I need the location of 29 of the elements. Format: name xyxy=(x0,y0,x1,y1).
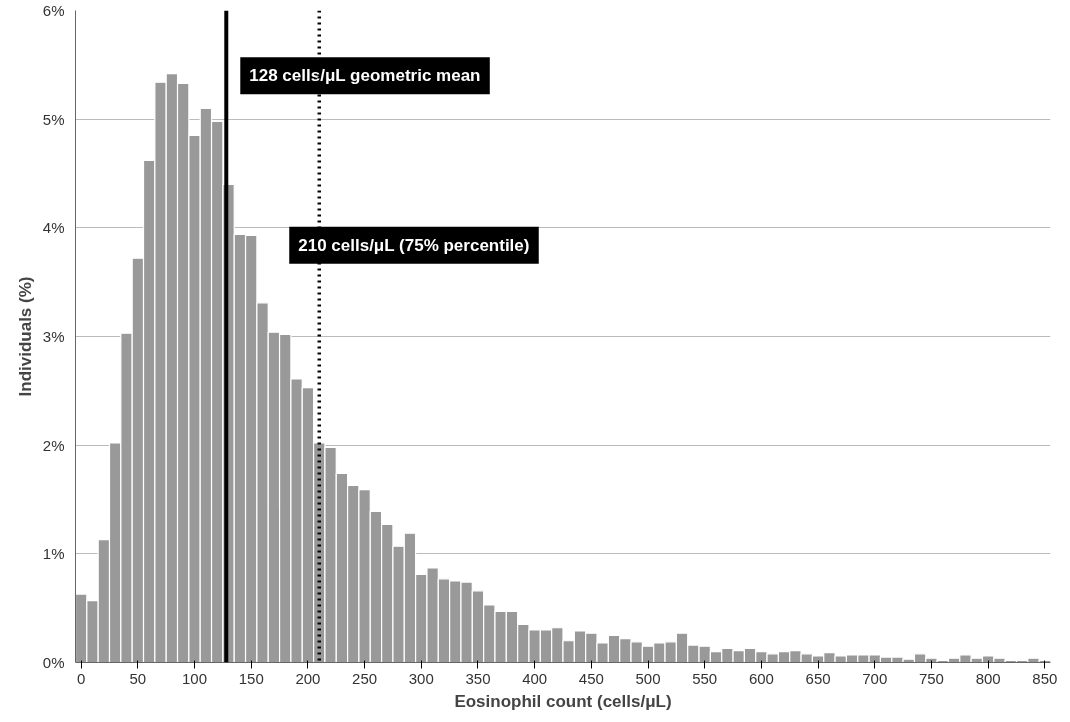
x-tick-label: 400 xyxy=(522,669,548,687)
x-axis-title: Eosinophil count (cells/μL) xyxy=(454,691,672,711)
x-tick-label: 550 xyxy=(692,669,718,687)
x-tick-label: 850 xyxy=(1032,669,1058,687)
x-tick-label: 100 xyxy=(182,669,208,687)
x-tick-label: 500 xyxy=(635,669,661,687)
x-tick-label: 200 xyxy=(295,669,321,687)
y-tick-label: 4% xyxy=(42,219,65,237)
y-tick-label: 6% xyxy=(42,2,65,19)
y-tick-label: 0% xyxy=(42,654,65,671)
y-tick-label: 2% xyxy=(42,436,65,454)
y-tick-label: 3% xyxy=(42,328,65,345)
y-tick-label: 5% xyxy=(42,110,65,128)
x-tick-label: 0 xyxy=(77,669,86,687)
y-tick-label: 1% xyxy=(42,545,65,563)
x-tick-label: 600 xyxy=(748,669,774,687)
x-tick-label: 250 xyxy=(352,669,378,687)
x-tick-label: 750 xyxy=(918,669,944,687)
ref-line-label: 128 cells/μL geometric mean xyxy=(249,66,481,86)
ref-line-label: 210 cells/μL (75% percentile) xyxy=(298,235,530,255)
x-tick-label: 50 xyxy=(129,669,147,687)
x-tick-label: 650 xyxy=(805,669,831,687)
x-tick-label: 450 xyxy=(578,669,604,687)
y-axis-title: Individuals (%) xyxy=(15,276,35,397)
x-tick-label: 300 xyxy=(408,669,434,687)
x-tick-label: 700 xyxy=(862,669,888,687)
x-tick-label: 350 xyxy=(465,669,491,687)
x-tick-label: 150 xyxy=(238,669,264,687)
x-tick-label: 800 xyxy=(975,669,1001,687)
